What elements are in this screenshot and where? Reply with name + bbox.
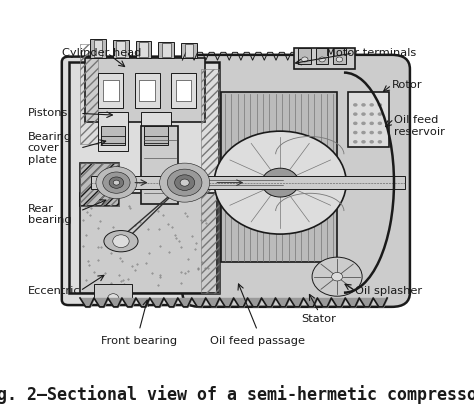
Circle shape bbox=[353, 140, 357, 144]
Text: Cylinder head: Cylinder head bbox=[62, 48, 141, 58]
Bar bbox=[91, 176, 405, 189]
FancyBboxPatch shape bbox=[62, 57, 394, 305]
Text: Front bearing: Front bearing bbox=[101, 335, 177, 346]
Bar bbox=[136, 41, 152, 58]
Circle shape bbox=[361, 112, 366, 116]
Text: Eccentric: Eccentric bbox=[27, 286, 80, 296]
Text: Rotor: Rotor bbox=[392, 80, 422, 90]
Bar bbox=[185, 44, 193, 57]
Text: Oil splasher: Oil splasher bbox=[356, 286, 422, 296]
Circle shape bbox=[361, 131, 366, 134]
Circle shape bbox=[174, 175, 195, 191]
Bar bbox=[181, 43, 197, 58]
Bar bbox=[171, 73, 196, 108]
Circle shape bbox=[369, 103, 374, 106]
Circle shape bbox=[160, 163, 210, 202]
Bar bbox=[141, 112, 171, 151]
FancyBboxPatch shape bbox=[182, 55, 410, 307]
Circle shape bbox=[378, 122, 382, 125]
Bar bbox=[316, 48, 328, 64]
Circle shape bbox=[332, 273, 343, 281]
Circle shape bbox=[378, 103, 382, 106]
Text: Pistons: Pistons bbox=[27, 109, 68, 118]
Bar bbox=[158, 42, 174, 58]
Circle shape bbox=[353, 122, 357, 125]
Bar bbox=[80, 193, 217, 293]
Text: Bearing
cover
plate: Bearing cover plate bbox=[27, 132, 72, 165]
Circle shape bbox=[167, 169, 202, 196]
Circle shape bbox=[361, 140, 366, 144]
Circle shape bbox=[108, 294, 118, 302]
Circle shape bbox=[378, 140, 382, 144]
Circle shape bbox=[369, 131, 374, 134]
Text: Stator: Stator bbox=[301, 314, 337, 324]
Bar bbox=[139, 80, 155, 101]
Text: Rear
bearing: Rear bearing bbox=[27, 204, 71, 225]
Bar bbox=[162, 43, 171, 57]
Circle shape bbox=[353, 103, 357, 106]
Bar bbox=[221, 92, 337, 170]
Bar bbox=[98, 112, 128, 151]
Bar bbox=[103, 80, 118, 101]
Bar bbox=[348, 92, 390, 147]
Bar bbox=[117, 41, 125, 57]
Circle shape bbox=[214, 131, 346, 234]
Circle shape bbox=[361, 122, 366, 125]
Circle shape bbox=[369, 122, 374, 125]
Circle shape bbox=[96, 166, 137, 199]
Bar bbox=[144, 126, 168, 145]
Bar bbox=[333, 48, 346, 64]
Text: Motor terminals: Motor terminals bbox=[326, 48, 416, 58]
Bar bbox=[69, 62, 219, 293]
Circle shape bbox=[353, 112, 357, 116]
Circle shape bbox=[336, 57, 343, 62]
Circle shape bbox=[312, 257, 362, 296]
Circle shape bbox=[369, 140, 374, 144]
Text: Fig. 2—Sectional view of a semi-hermetic compressor.: Fig. 2—Sectional view of a semi-hermetic… bbox=[0, 385, 474, 404]
Bar bbox=[139, 42, 148, 57]
Bar bbox=[294, 48, 356, 69]
Circle shape bbox=[180, 179, 189, 186]
Bar bbox=[113, 40, 129, 58]
Bar bbox=[175, 80, 191, 101]
Bar bbox=[94, 284, 132, 298]
Bar bbox=[94, 40, 102, 57]
Bar bbox=[141, 126, 178, 204]
Circle shape bbox=[113, 180, 119, 185]
Circle shape bbox=[353, 131, 357, 134]
Ellipse shape bbox=[104, 231, 138, 252]
Bar bbox=[135, 73, 160, 108]
Text: Oil feed passage: Oil feed passage bbox=[210, 335, 305, 346]
Circle shape bbox=[113, 235, 129, 248]
Circle shape bbox=[361, 103, 366, 106]
Bar bbox=[98, 73, 123, 108]
Circle shape bbox=[109, 177, 124, 188]
Bar bbox=[84, 58, 205, 122]
Circle shape bbox=[378, 112, 382, 116]
Circle shape bbox=[103, 172, 130, 193]
Bar bbox=[101, 126, 125, 145]
Circle shape bbox=[319, 57, 325, 62]
Circle shape bbox=[369, 112, 374, 116]
Text: Oil feed
reservoir: Oil feed reservoir bbox=[394, 115, 445, 137]
Circle shape bbox=[378, 131, 382, 134]
Circle shape bbox=[262, 168, 299, 197]
Bar bbox=[221, 184, 337, 262]
FancyBboxPatch shape bbox=[80, 163, 118, 206]
Bar bbox=[201, 69, 219, 293]
Bar bbox=[90, 39, 106, 58]
Bar bbox=[299, 48, 311, 64]
Bar bbox=[80, 163, 118, 206]
Bar bbox=[80, 44, 98, 144]
Circle shape bbox=[301, 57, 308, 62]
